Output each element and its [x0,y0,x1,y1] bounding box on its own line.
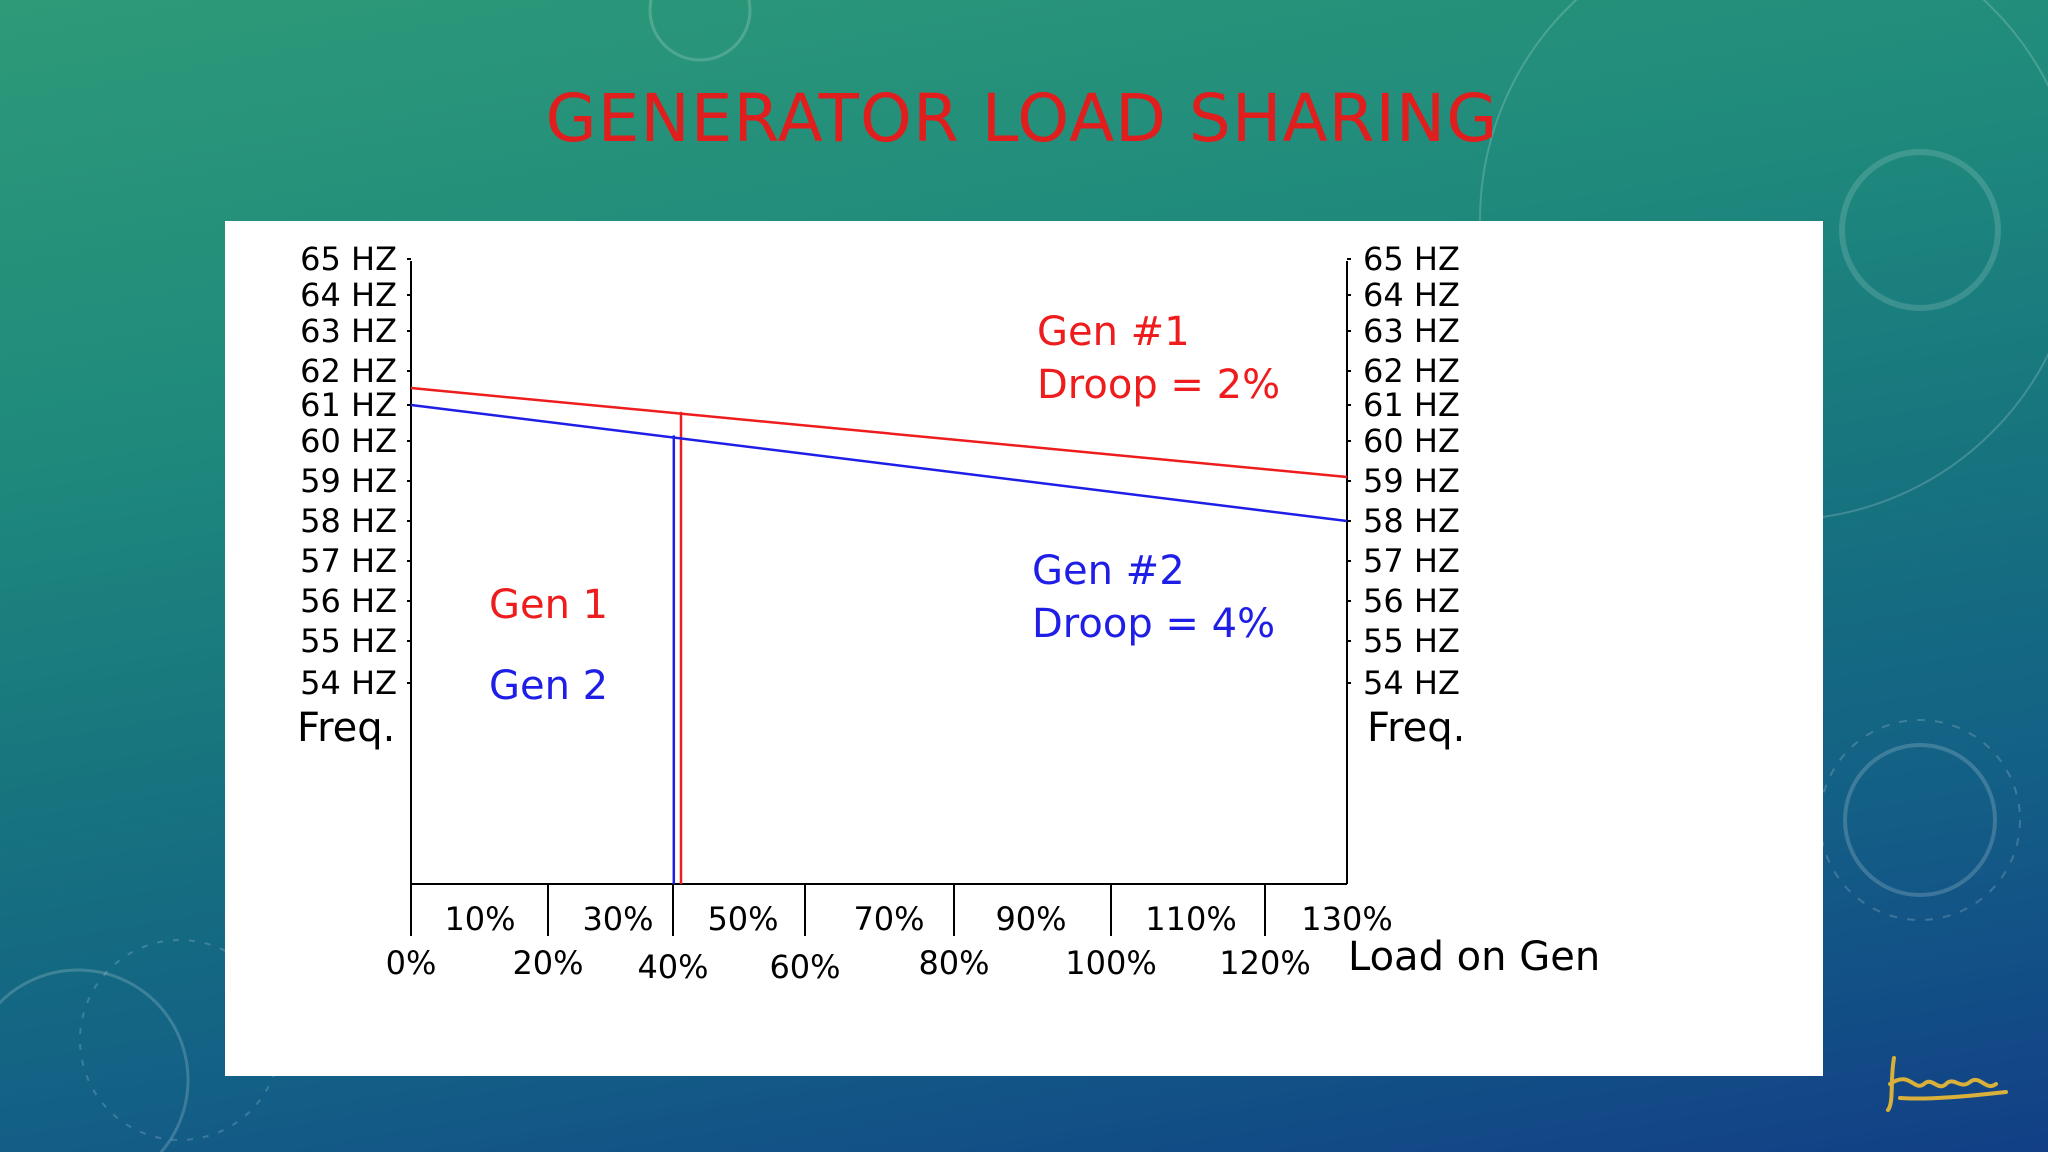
y-tick-label-left: 57 HZ [300,542,397,580]
y-tick-label-left: 65 HZ [300,240,397,278]
x-axis-title: Load on Gen [1348,934,1600,980]
decor-ring-bottom-right [1843,743,1997,897]
y-tick-label-right: 61 HZ [1363,386,1460,424]
x-tick-label-upper: 130% [1301,900,1392,938]
y-tick-label-right: 55 HZ [1363,622,1460,660]
x-tick-label-lower: 20% [512,944,583,982]
chart-panel: 65 HZ 65 HZ 64 HZ 64 HZ 63 HZ 63 HZ 62 HZ 62 HZ… [225,221,1823,1076]
x-tick-label-lower: 100% [1065,944,1156,982]
y-tick-label-right: 54 HZ [1363,664,1460,702]
y-tick-label-right: 56 HZ [1363,582,1460,620]
decor-ring-dashed [1819,719,2021,921]
x-tick-label-lower: 60% [769,948,840,986]
x-tick-label-upper: 10% [444,900,515,938]
chart-series [410,386,1348,884]
y-tick-label-right: 59 HZ [1363,462,1460,500]
y-tick-label-left: 60 HZ [300,422,397,460]
y-tick-label-left: 55 HZ [300,622,397,660]
author-signature [1886,1056,2008,1112]
x-tick-label-upper: 30% [582,900,653,938]
x-tick-label-lower: 0% [386,944,437,982]
y-tick-label-right: 60 HZ [1363,422,1460,460]
decor-ring-bottom-left [0,968,190,1152]
annotation-gen2-line1: Gen #2 [1032,548,1185,594]
y-tick-label-left: 63 HZ [300,312,397,350]
x-tick-label-lower: 40% [637,948,708,986]
y-tick-label-right: 65 HZ [1363,240,1460,278]
chart-axes [407,258,1351,936]
series-line-gen1 [410,386,1348,479]
y-tick-label-left: 59 HZ [300,462,397,500]
y-tick-label-right: 58 HZ [1363,502,1460,540]
legend-entry-gen2: Gen 2 [489,663,608,709]
y-tick-label-left: 64 HZ [300,276,397,314]
x-tick-label-upper: 110% [1145,900,1236,938]
x-tick-label-upper: 90% [995,900,1066,938]
series-line-gen2 [410,403,1348,523]
y-tick-label-right: 57 HZ [1363,542,1460,580]
decor-ring-top [648,0,752,62]
x-tick-label-lower: 80% [918,944,989,982]
slide-title: GENERATOR LOAD SHARING [545,80,1499,157]
x-tick-label-upper: 50% [707,900,778,938]
y-tick-label-left: 62 HZ [300,352,397,390]
y-axis-title-right: Freq. [1367,705,1465,751]
y-tick-label-left: 54 HZ [300,664,397,702]
y-tick-label-right: 62 HZ [1363,352,1460,390]
annotation-gen1-line1: Gen #1 [1037,309,1190,355]
y-tick-label-right: 64 HZ [1363,276,1460,314]
y-tick-label-left: 58 HZ [300,502,397,540]
y-axis-title-left: Freq. [297,705,395,751]
legend-entry-gen1: Gen 1 [489,582,608,628]
x-tick-label-lower: 120% [1219,944,1310,982]
y-tick-label-left: 61 HZ [300,386,397,424]
y-tick-label-right: 63 HZ [1363,312,1460,350]
decor-ring-top-right [1839,149,2001,311]
annotation-gen1-line2: Droop = 2% [1037,362,1280,408]
annotation-gen2-line2: Droop = 4% [1032,601,1275,647]
y-tick-label-left: 56 HZ [300,582,397,620]
x-tick-label-upper: 70% [853,900,924,938]
